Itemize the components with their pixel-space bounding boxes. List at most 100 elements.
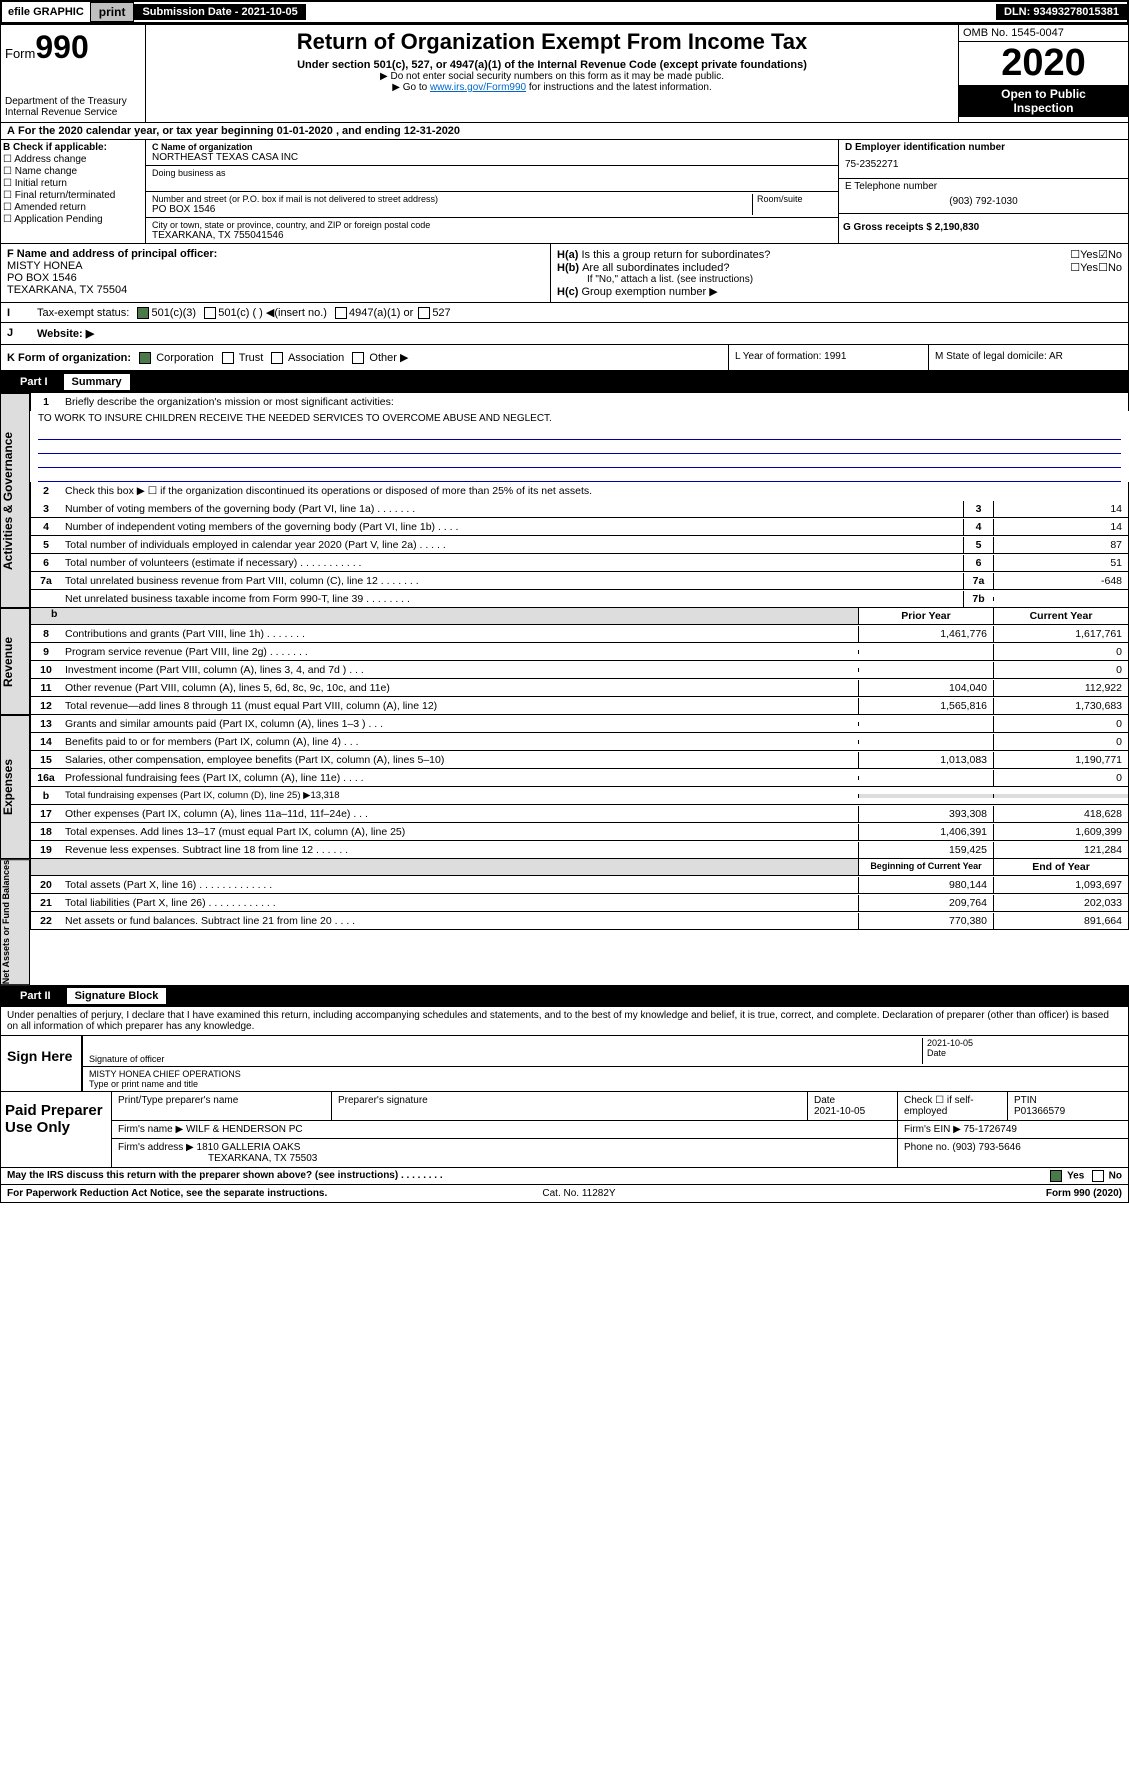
l21-p: 209,764 xyxy=(858,895,993,911)
l6-val: 51 xyxy=(993,555,1128,571)
l8-p: 1,461,776 xyxy=(858,626,993,642)
l20-c: 1,093,697 xyxy=(993,877,1128,893)
sign-here-label: Sign Here xyxy=(1,1036,81,1091)
part2-label: Part II xyxy=(8,988,63,1004)
hc-label: H(c) xyxy=(557,286,578,298)
l11-p: 104,040 xyxy=(858,680,993,696)
i-label: I xyxy=(7,307,37,319)
l1-text: Briefly describe the organization's miss… xyxy=(61,394,1128,410)
irs-link[interactable]: www.irs.gov/Form990 xyxy=(430,82,526,93)
l9-c: 0 xyxy=(993,644,1128,660)
hc-text: Group exemption number ▶ xyxy=(581,286,717,298)
vlabel-governance: Activities & Governance xyxy=(0,393,30,608)
e-label: E Telephone number xyxy=(845,181,1122,192)
l16a-c: 0 xyxy=(993,770,1128,786)
efile-label: efile GRAPHIC xyxy=(2,4,90,20)
org-name: NORTHEAST TEXAS CASA INC xyxy=(152,152,832,163)
date-label: Date xyxy=(927,1048,946,1058)
chk-final: Final return/terminated xyxy=(15,190,116,201)
name-label: Type or print name and title xyxy=(89,1079,198,1089)
discuss-no xyxy=(1092,1170,1104,1182)
dba-label: Doing business as xyxy=(152,168,832,178)
paid-label: Paid Preparer Use Only xyxy=(1,1092,111,1167)
l2-text: Check this box ▶ ☐ if the organization d… xyxy=(61,483,1128,499)
chk-initial: Initial return xyxy=(15,178,67,189)
subtitle-1: Under section 501(c), 527, or 4947(a)(1)… xyxy=(150,59,954,71)
discuss-text: May the IRS discuss this return with the… xyxy=(7,1170,443,1182)
tax-year: 2020 xyxy=(959,42,1128,85)
part2-header: Part II Signature Block xyxy=(0,985,1129,1007)
curr-hdr: Current Year xyxy=(993,608,1128,624)
b-label: B Check if applicable: xyxy=(3,142,143,153)
dln: DLN: 93493278015381 xyxy=(996,4,1127,20)
room-label: Room/suite xyxy=(757,194,832,204)
sub3-pre: ▶ Go to xyxy=(392,82,430,93)
l14-p xyxy=(858,740,993,744)
ein: 75-2352271 xyxy=(845,153,1122,176)
firm-phone: (903) 793-5646 xyxy=(952,1142,1020,1153)
chk-501c xyxy=(204,307,216,319)
l16b-c xyxy=(993,794,1128,798)
officer-name: MISTY HONEA xyxy=(7,260,544,272)
chk-4947 xyxy=(335,307,347,319)
l22-c: 891,664 xyxy=(993,913,1128,929)
vlabel-netassets: Net Assets or Fund Balances xyxy=(0,859,30,985)
prior-hdr: Prior Year xyxy=(858,608,993,624)
prep-name-label: Print/Type preparer's name xyxy=(112,1092,332,1120)
l10-c: 0 xyxy=(993,662,1128,678)
chk-527 xyxy=(418,307,430,319)
l19-c: 121,284 xyxy=(993,842,1128,858)
inspect-2: Inspection xyxy=(1013,101,1073,115)
chk-addr: Address change xyxy=(14,154,86,165)
k-text: K Form of organization: xyxy=(7,352,131,364)
l15-p: 1,013,083 xyxy=(858,752,993,768)
mission: TO WORK TO INSURE CHILDREN RECEIVE THE N… xyxy=(30,411,1129,426)
l13-c: 0 xyxy=(993,716,1128,732)
addr-label: Number and street (or P.O. box if mail i… xyxy=(152,194,752,204)
ha-text: Is this a group return for subordinates? xyxy=(581,249,1070,261)
boy-hdr: Beginning of Current Year xyxy=(858,859,993,875)
chk-other xyxy=(352,352,364,364)
prep-date: 2021-10-05 xyxy=(814,1106,865,1117)
form-header: Form990 Department of the Treasury Inter… xyxy=(0,24,1129,123)
firm-ein: 75-1726749 xyxy=(964,1124,1017,1135)
ha-label: H(a) xyxy=(557,249,578,261)
hb-label: H(b) xyxy=(557,262,579,274)
l18-c: 1,609,399 xyxy=(993,824,1128,840)
part1-header: Part I Summary xyxy=(0,371,1129,393)
form-footer: Form 990 (2020) xyxy=(1046,1188,1122,1199)
print-button[interactable]: print xyxy=(90,2,135,22)
org-address: PO BOX 1546 xyxy=(152,204,752,215)
chk-trust xyxy=(222,352,234,364)
m-state: M State of legal domicile: AR xyxy=(928,345,1128,370)
vlabel-expenses: Expenses xyxy=(0,715,30,859)
officer-addr2: TEXARKANA, TX 75504 xyxy=(7,284,544,296)
i-text: Tax-exempt status: xyxy=(37,307,129,319)
l-year: L Year of formation: 1991 xyxy=(728,345,928,370)
j-text: Website: ▶ xyxy=(37,327,94,340)
l17-c: 418,628 xyxy=(993,806,1128,822)
firm-addr1: 1810 GALLERIA OAKS xyxy=(197,1142,301,1153)
org-city: TEXARKANA, TX 755041546 xyxy=(152,230,832,241)
subtitle-2: ▶ Do not enter social security numbers o… xyxy=(150,71,954,82)
l18-p: 1,406,391 xyxy=(858,824,993,840)
l14-c: 0 xyxy=(993,734,1128,750)
hb-note: If "No," attach a list. (see instruction… xyxy=(557,274,1122,285)
discuss-yes xyxy=(1050,1170,1062,1182)
irs-label: Internal Revenue Service xyxy=(5,107,141,118)
l13-p xyxy=(858,722,993,726)
chk-corp xyxy=(139,352,151,364)
ptin: P01366579 xyxy=(1014,1106,1065,1117)
vlabel-revenue: Revenue xyxy=(0,608,30,715)
f-label: F Name and address of principal officer: xyxy=(7,248,544,260)
omb-number: OMB No. 1545-0047 xyxy=(959,25,1128,42)
l12-p: 1,565,816 xyxy=(858,698,993,714)
l7b-val xyxy=(993,597,1128,601)
sig-officer-label: Signature of officer xyxy=(89,1054,164,1064)
section-b: B Check if applicable: ☐ Address change … xyxy=(0,140,1129,244)
form-prefix: Form xyxy=(5,46,35,61)
inspect-1: Open to Public xyxy=(1001,87,1086,101)
topbar: efile GRAPHIC print Submission Date - 20… xyxy=(0,0,1129,24)
chk-amended: Amended return xyxy=(14,202,86,213)
firm-name: WILF & HENDERSON PC xyxy=(186,1124,303,1135)
